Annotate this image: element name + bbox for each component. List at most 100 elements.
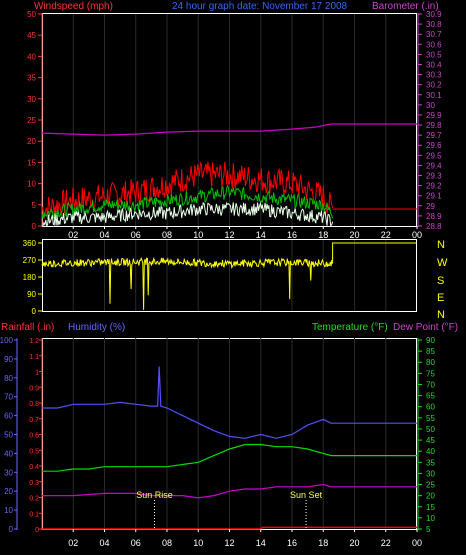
x-tick-label: 00 xyxy=(412,538,422,548)
wind-direction-flat-line xyxy=(332,242,417,264)
compass-letter-s: S xyxy=(437,275,444,287)
temperature-tick-label: 80 xyxy=(426,358,435,367)
barometer-tick-label: 29.6 xyxy=(426,141,442,150)
humidity-tick-label: 90 xyxy=(4,355,13,364)
barometer-tick-label: 29.9 xyxy=(426,111,442,120)
x-tick-label: 20 xyxy=(349,230,359,240)
humidity-tick-label: 20 xyxy=(4,487,13,496)
humidity-tick-label: 10 xyxy=(4,506,13,515)
humidity-tick-label: 80 xyxy=(4,374,13,383)
temperature-tick-label: 35 xyxy=(426,458,435,467)
x-tick-label: 08 xyxy=(162,230,172,240)
barometer-tick-label: 28.8 xyxy=(426,222,442,231)
rainfall-tick-label: 0.1 xyxy=(29,511,39,518)
x-tick-label: 12 xyxy=(224,538,234,548)
x-tick-label: 02 xyxy=(68,230,78,240)
barometer-tick-label: 30.5 xyxy=(426,50,442,59)
barometer-line xyxy=(41,123,417,136)
wind-average-line xyxy=(41,184,334,220)
x-tick-label: 12 xyxy=(224,230,234,240)
sunrise-label: Sun Rise xyxy=(136,490,173,500)
barometer-tick-label: 30.3 xyxy=(426,71,442,80)
windspeed-tick-label: 10 xyxy=(27,180,36,189)
temperature-tick-label: 15 xyxy=(426,503,435,512)
direction-tick-label: 90 xyxy=(27,290,36,299)
temperature-tick-label: 85 xyxy=(426,347,435,356)
rainfall-tick-label: 1.1 xyxy=(29,354,39,361)
temperature-tick-label: 60 xyxy=(426,403,435,412)
dewpoint-axis-title: Dew Point (°F) xyxy=(393,322,458,333)
x-tick-label: 18 xyxy=(318,230,328,240)
temperature-tick-label: 65 xyxy=(426,392,435,401)
windspeed-tick-label: 0 xyxy=(32,222,37,231)
rainfall-tick-label: 1 xyxy=(35,370,39,377)
direction-tick-label: 360 xyxy=(23,239,37,248)
humidity-axis-title: Humidity (%) xyxy=(68,322,125,333)
barometer-tick-label: 29.4 xyxy=(426,161,442,170)
temperature-tick-label: 10 xyxy=(426,514,435,523)
barometer-tick-label: 30.7 xyxy=(426,30,442,39)
x-tick-label: 06 xyxy=(131,538,141,548)
compass-letter-n-bottom: N xyxy=(437,309,445,321)
x-tick-label: 06 xyxy=(131,230,141,240)
windspeed-tick-label: 20 xyxy=(27,137,36,146)
barometer-tick-label: 29 xyxy=(426,202,435,211)
barometer-tick-label: 29.7 xyxy=(426,131,442,140)
windspeed-tick-label: 5 xyxy=(32,201,37,210)
temperature-tick-label: 40 xyxy=(426,447,435,456)
barometer-tick-label: 29.5 xyxy=(426,151,442,160)
windspeed-axis-title: Windspeed (mph) xyxy=(34,1,113,12)
x-tick-label: 16 xyxy=(287,538,297,548)
x-tick-label: 00 xyxy=(412,230,422,240)
barometer-tick-label: 29.8 xyxy=(426,121,442,130)
barometer-tick-label: 28.9 xyxy=(426,212,442,221)
windspeed-tick-label: 50 xyxy=(27,10,36,19)
wind-direction-line xyxy=(41,257,333,310)
temperature-tick-label: 75 xyxy=(426,369,435,378)
barometer-tick-label: 30 xyxy=(426,101,435,110)
humidity-line xyxy=(42,366,417,439)
x-tick-label: 16 xyxy=(287,230,297,240)
rainfall-tick-label: 0.5 xyxy=(29,448,39,455)
direction-tick-label: 180 xyxy=(23,273,37,282)
graph-date-title: 24 hour graph date: November 17 2008 xyxy=(172,1,348,12)
barometer-tick-label: 30.2 xyxy=(426,81,442,90)
barometer-tick-label: 29.3 xyxy=(426,172,442,181)
temperature-tick-label: 25 xyxy=(426,481,435,490)
barometer-tick-label: 29.2 xyxy=(426,182,442,191)
rainfall-tick-label: 0.3 xyxy=(29,480,39,487)
temperature-tick-label: 30 xyxy=(426,469,435,478)
barometer-tick-label: 30.8 xyxy=(426,20,442,29)
humidity-tick-label: 30 xyxy=(4,468,13,477)
temperature-tick-label: 5 xyxy=(426,525,431,534)
windspeed-tick-label: 15 xyxy=(27,158,36,167)
dewpoint-line xyxy=(42,483,417,499)
rainfall-line xyxy=(42,526,417,530)
temperature-line xyxy=(42,443,417,472)
rainfall-tick-label: 0.2 xyxy=(29,496,39,503)
x-tick-label: 22 xyxy=(381,538,391,548)
temperature-tick-label: 20 xyxy=(426,492,435,501)
rainfall-tick-label: 0 xyxy=(35,527,39,534)
barometer-tick-label: 29.1 xyxy=(426,192,442,201)
barometer-axis-title: Barometer (.in) xyxy=(372,1,439,12)
humidity-tick-label: 70 xyxy=(4,393,13,402)
x-tick-label: 04 xyxy=(99,230,109,240)
direction-tick-label: 0 xyxy=(32,307,37,316)
temperature-tick-label: 45 xyxy=(426,436,435,445)
x-tick-label: 02 xyxy=(68,538,78,548)
windspeed-tick-label: 40 xyxy=(27,52,36,61)
x-tick-label: 18 xyxy=(318,538,328,548)
wind-low-line xyxy=(42,201,334,228)
x-tick-label: 22 xyxy=(381,230,391,240)
temperature-tick-label: 70 xyxy=(426,380,435,389)
rainfall-tick-label: 0.4 xyxy=(29,464,39,471)
x-tick-label: 14 xyxy=(256,230,266,240)
x-tick-label: 14 xyxy=(256,538,266,548)
x-tick-label: 20 xyxy=(349,538,359,548)
compass-letter-n-top: N xyxy=(437,239,445,251)
wind-gust-line xyxy=(41,161,334,220)
compass-letter-e: E xyxy=(437,292,444,304)
temperature-tick-label: 90 xyxy=(426,336,435,345)
